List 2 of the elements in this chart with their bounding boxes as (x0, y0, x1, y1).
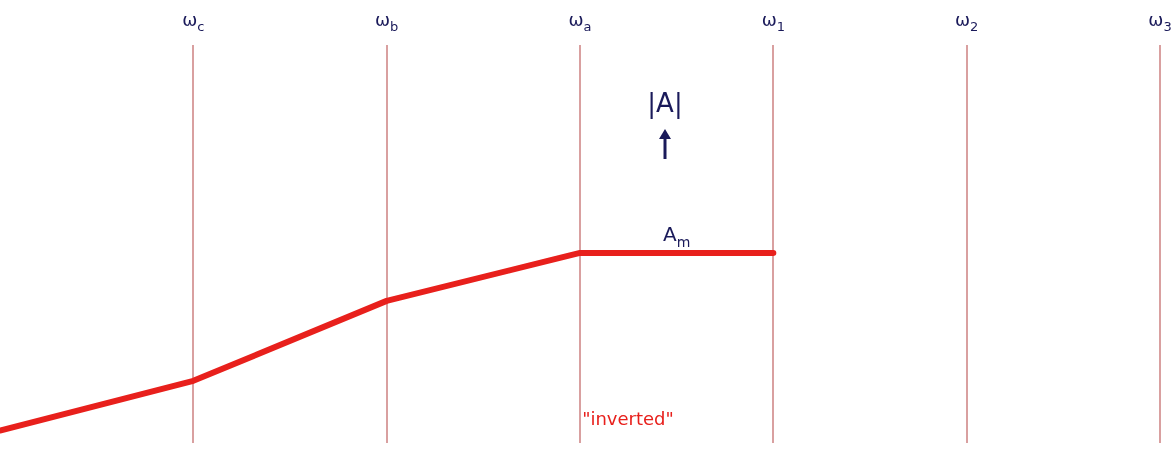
text: |A| (647, 88, 683, 119)
annotation: "inverted" (582, 408, 674, 429)
